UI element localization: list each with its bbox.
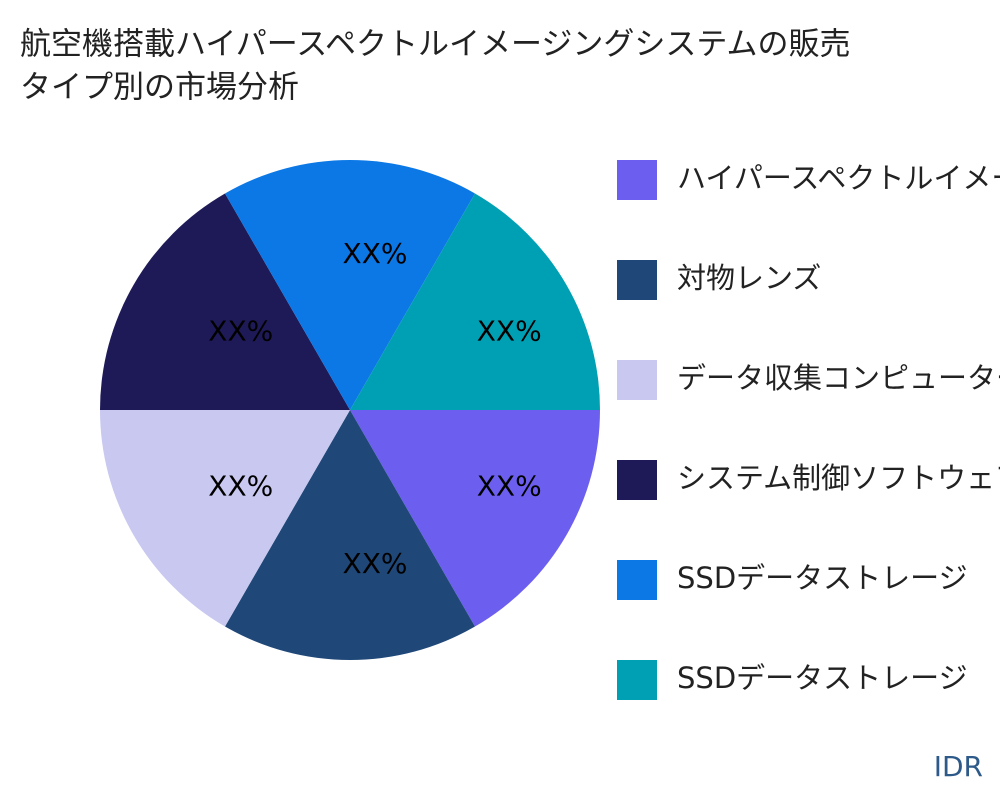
- legend-label: 対物レンズ: [677, 261, 821, 295]
- slice-label: XX%: [208, 315, 273, 348]
- legend-swatch: [617, 260, 657, 300]
- legend-swatch: [617, 560, 657, 600]
- slice-label: XX%: [477, 315, 542, 348]
- legend-swatch: [617, 660, 657, 700]
- slice-label: XX%: [343, 547, 408, 580]
- slice-label: XX%: [477, 470, 542, 503]
- slice-label: XX%: [343, 237, 408, 270]
- legend-swatch: [617, 360, 657, 400]
- pie-slice: [225, 410, 475, 660]
- legend-label: SSDデータストレージ: [677, 561, 968, 595]
- pie-slice: [350, 193, 600, 410]
- slice-label: XX%: [208, 470, 273, 503]
- pie-slice: [100, 193, 350, 410]
- pie-slice: [225, 160, 475, 410]
- legend-label: システム制御ソフトウェア: [677, 461, 1000, 495]
- chart-title: 航空機搭載ハイパースペクトルイメージングシステムの販売: [20, 27, 851, 63]
- pie-slice: [350, 410, 600, 627]
- watermark: IDR: [934, 750, 983, 783]
- chart-title: タイプ別の市場分析: [20, 70, 299, 106]
- legend-label: SSDデータストレージ: [677, 661, 968, 695]
- legend-swatch: [617, 460, 657, 500]
- legend-swatch: [617, 160, 657, 200]
- legend-label: ハイパースペクトルイメージャー: [677, 161, 1000, 195]
- legend-label: データ収集コンピューター: [677, 361, 1000, 395]
- pie-slice: [100, 410, 350, 627]
